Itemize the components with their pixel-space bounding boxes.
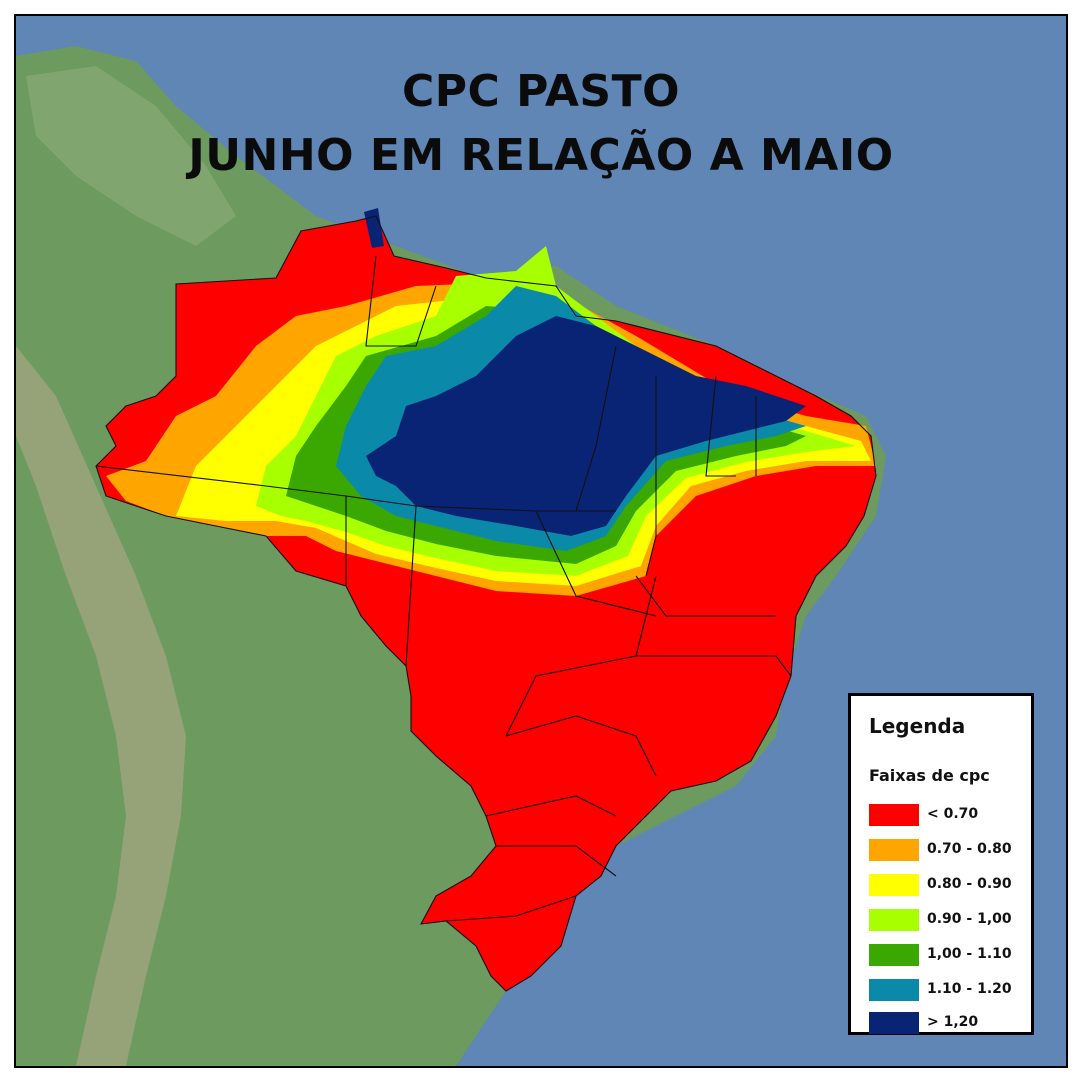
legend-subtitle: Faixas de cpc (869, 766, 990, 785)
legend-label: 0.90 - 1,00 (927, 911, 1012, 927)
state-borders (95, 215, 877, 992)
title-line-2: JUNHO EM RELAÇÃO A MAIO (188, 130, 894, 181)
legend-swatch (869, 944, 919, 966)
legend-swatch (869, 979, 919, 1001)
northern-relief (26, 66, 236, 246)
legend-swatch (869, 909, 919, 931)
legend-box: Legenda Faixas de cpc < 0.70 0.70 - 0.80… (848, 693, 1034, 1035)
legend-swatch (869, 874, 919, 896)
legend-swatch (869, 804, 919, 826)
legend-item: 0.90 - 1,00 (869, 907, 1029, 935)
title-line-1: CPC PASTO (401, 66, 681, 117)
legend-label: < 0.70 (927, 806, 979, 822)
legend-item: 1,00 - 1.10 (869, 942, 1029, 970)
legend-item: < 0.70 (869, 802, 1029, 830)
andes-relief (16, 346, 186, 1066)
legend-label: 0.80 - 0.90 (927, 876, 1012, 892)
zone-gt-120 (366, 316, 806, 536)
legend-item: 0.70 - 0.80 (869, 837, 1029, 865)
brazil-cpc-zones (96, 208, 876, 991)
map-frame: CPC PASTO JUNHO EM RELAÇÃO A MAIO (14, 14, 1068, 1068)
legend-title: Legenda (869, 714, 966, 738)
legend-item: 0.80 - 0.90 (869, 872, 1029, 900)
legend-swatch (869, 1012, 919, 1034)
legend-label: > 1,20 (927, 1014, 979, 1030)
legend-label: 1.10 - 1.20 (927, 981, 1012, 997)
map-title: CPC PASTO JUNHO EM RELAÇÃO A MAIO (16, 60, 1066, 188)
legend-label: 1,00 - 1.10 (927, 946, 1012, 962)
legend-swatch (869, 839, 919, 861)
legend-item: > 1,20 (869, 1010, 1029, 1038)
map-canvas (16, 16, 1066, 1066)
legend-item: 1.10 - 1.20 (869, 977, 1029, 1005)
legend-label: 0.70 - 0.80 (927, 841, 1012, 857)
